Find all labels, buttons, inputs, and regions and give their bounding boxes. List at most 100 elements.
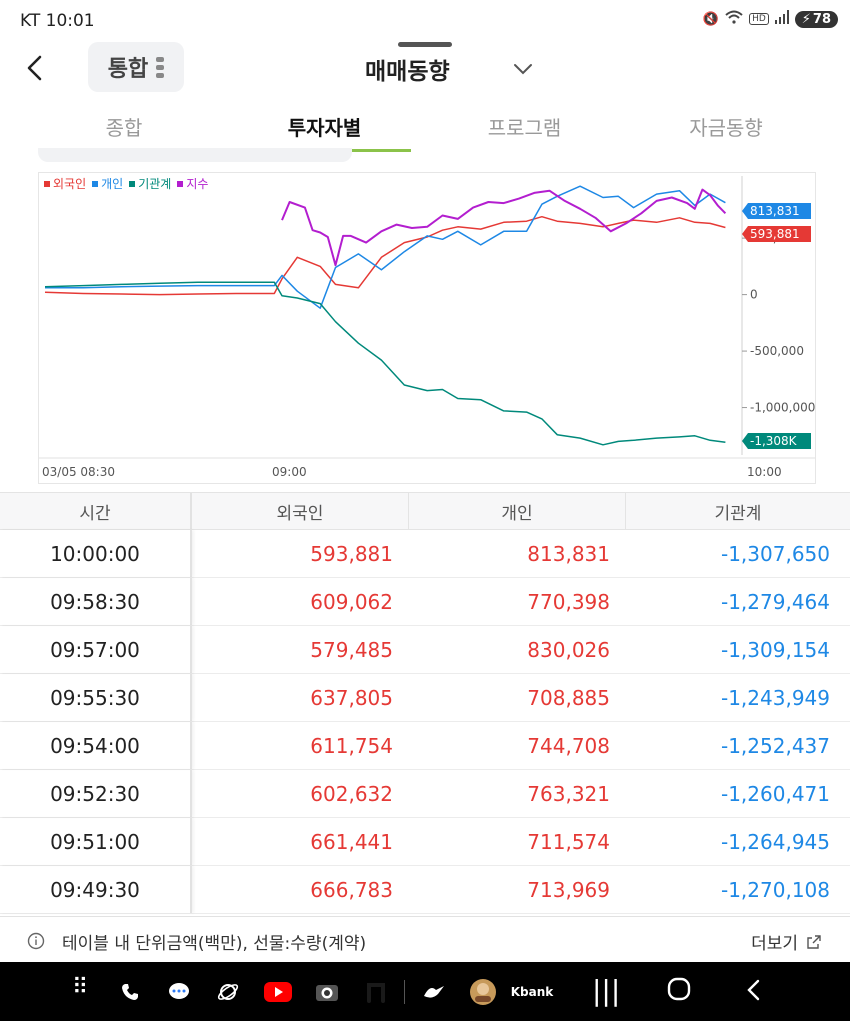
cell-time: 09:55:30 — [0, 674, 192, 721]
market-mode-button[interactable]: 통합 — [88, 42, 184, 92]
table-row[interactable]: 09:54:00 611,754 744,708 -1,252,437 — [0, 722, 850, 770]
back-arrow-icon[interactable] — [20, 52, 52, 84]
cell-institution: -1,243,949 — [720, 685, 830, 710]
messages-app-icon[interactable] — [161, 974, 197, 1010]
page-title: 매매동향 — [365, 59, 450, 85]
cell-individual: 763,321 — [527, 781, 610, 806]
status-left: KT 10:01 — [20, 11, 95, 31]
cell-institution: -1,309,154 — [720, 637, 830, 662]
recent-apps-icon[interactable]: ||| — [592, 974, 621, 1007]
unit-note: 테이블 내 단위금액(백만), 선물:수량(계약) — [62, 934, 367, 954]
bank-app-icon[interactable] — [416, 974, 452, 1010]
tab-fund-flow[interactable]: 자금동향 — [689, 115, 763, 140]
legend-foreign: 외국인 — [44, 175, 86, 192]
legend-index: 지수 — [177, 175, 208, 192]
chart-legend: 외국인 개인 기관계 지수 — [44, 175, 208, 192]
investor-chart[interactable] — [38, 172, 816, 484]
sub-selector[interactable] — [38, 148, 352, 162]
cell-institution: -1,279,464 — [720, 589, 830, 614]
status-bar: KT 10:01 🔇 HD ⚡ 78 — [0, 0, 850, 42]
series-line-index — [281, 188, 727, 267]
cell-individual: 711,574 — [527, 829, 610, 854]
drag-handle[interactable] — [398, 42, 452, 47]
phone-app-icon[interactable] — [112, 974, 148, 1010]
legend-institution: 기관계 — [129, 175, 171, 192]
y-tick-label: -1,000,000 — [750, 401, 815, 415]
charging-icon: ⚡ — [801, 11, 811, 27]
end-label-foreign: 593,881 — [750, 227, 800, 241]
table-header: 시간 외국인 개인 기관계 — [0, 492, 850, 530]
header-institution: 기관계 — [714, 503, 762, 524]
table-row[interactable]: 09:58:30 609,062 770,398 -1,279,464 — [0, 578, 850, 626]
chevron-down-icon[interactable] — [512, 58, 534, 80]
cell-institution: -1,260,471 — [720, 781, 830, 806]
x-tick-label: 03/05 08:30 — [42, 465, 115, 479]
naver-app-icon[interactable] — [358, 974, 394, 1010]
cell-foreign: 602,632 — [310, 781, 393, 806]
table-row[interactable]: 09:49:30 666,783 713,969 -1,270,108 — [0, 866, 850, 914]
end-tag-institution — [742, 433, 811, 449]
info-icon — [27, 932, 45, 950]
market-mode-label: 통합 — [107, 57, 149, 82]
table-row[interactable]: 09:55:30 637,805 708,885 -1,243,949 — [0, 674, 850, 722]
cell-foreign: 611,754 — [310, 733, 393, 758]
end-label-institution: -1,308K — [750, 434, 798, 448]
cell-time: 09:52:30 — [0, 770, 192, 817]
table-row[interactable]: 09:57:00 579,485 830,026 -1,309,154 — [0, 626, 850, 674]
cell-time: 09:49:30 — [0, 866, 192, 913]
cell-time: 09:51:00 — [0, 818, 192, 865]
series-line-institution — [44, 281, 726, 446]
internet-app-icon[interactable] — [210, 974, 246, 1010]
table-row[interactable]: 09:52:30 602,632 763,321 -1,260,471 — [0, 770, 850, 818]
cell-foreign: 593,881 — [310, 541, 393, 566]
y-tick-label: -500,000 — [750, 344, 804, 358]
clock: 10:01 — [45, 11, 95, 31]
mute-icon: 🔇 — [702, 11, 720, 27]
table-footer: 테이블 내 단위금액(백만), 선물:수량(계약) 더보기 — [0, 916, 850, 962]
cell-time: 09:54:00 — [0, 722, 192, 769]
camera-app-icon[interactable] — [309, 974, 345, 1010]
cell-institution: -1,264,945 — [720, 829, 830, 854]
app-header: 통합 매매동향 — [0, 42, 850, 100]
end-tag-foreign — [742, 226, 811, 242]
end-tag-individual — [742, 203, 811, 219]
home-icon[interactable] — [666, 976, 692, 1008]
back-nav-icon[interactable] — [744, 978, 764, 1008]
battery-badge: ⚡ 78 — [794, 10, 838, 28]
signal-icon — [774, 10, 789, 28]
more-label: 더보기 — [751, 934, 798, 954]
cell-time: 10:00:00 — [0, 530, 192, 577]
game-app-icon[interactable] — [465, 974, 501, 1010]
header-time: 시간 — [0, 493, 192, 529]
status-icons: 🔇 HD ⚡ 78 — [703, 10, 838, 28]
menu-dots-icon — [156, 56, 165, 78]
cell-individual: 744,708 — [527, 733, 610, 758]
investor-table: 시간 외국인 개인 기관계 10:00:00 593,881 813,831 -1,3… — [0, 492, 850, 916]
x-tick-label: 10:00 — [747, 465, 782, 479]
cell-foreign: 609,062 — [310, 589, 393, 614]
battery-level: 78 — [812, 11, 831, 27]
more-button[interactable]: 더보기 — [751, 929, 822, 954]
table-row[interactable]: 09:51:00 661,441 711,574 -1,264,945 — [0, 818, 850, 866]
cell-foreign: 666,783 — [310, 877, 393, 902]
cell-individual: 713,969 — [527, 877, 610, 902]
cell-foreign: 661,441 — [310, 829, 393, 854]
header-individual: 개인 — [409, 493, 626, 529]
y-tick-label: 0 — [750, 288, 758, 302]
cell-individual: 770,398 — [527, 589, 610, 614]
cell-institution: -1,270,108 — [720, 877, 830, 902]
tab-overview[interactable]: 종합 — [105, 115, 143, 140]
legend-individual: 개인 — [92, 175, 123, 192]
cell-time: 09:58:30 — [0, 578, 192, 625]
table-row[interactable]: 10:00:00 593,881 813,831 -1,307,650 — [0, 530, 850, 578]
cell-institution: -1,252,437 — [720, 733, 830, 758]
tab-program[interactable]: 프로그램 — [487, 115, 562, 140]
app-drawer-icon[interactable]: ⠿ — [72, 975, 90, 1000]
kbank-app-icon[interactable]: Kbank — [510, 985, 554, 999]
cell-foreign: 579,485 — [310, 637, 393, 662]
cell-individual: 830,026 — [527, 637, 610, 662]
cell-foreign: 637,805 — [310, 685, 393, 710]
cell-individual: 813,831 — [527, 541, 610, 566]
youtube-app-icon[interactable] — [260, 974, 296, 1010]
carrier-label: KT — [20, 11, 41, 31]
